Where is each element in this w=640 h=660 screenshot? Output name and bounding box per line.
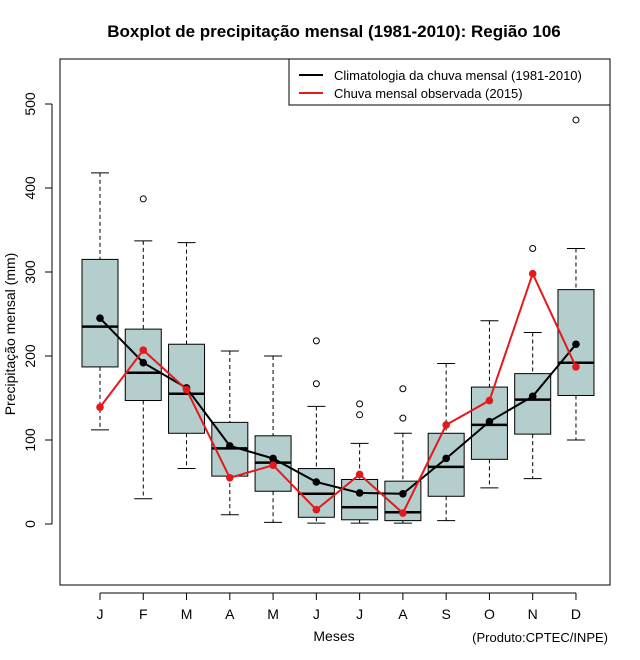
x-tick-label: N [528, 606, 538, 622]
legend-label-observed: Chuva mensal observada (2015) [334, 86, 523, 101]
climatology-point [269, 454, 277, 463]
x-tick-label: D [571, 606, 581, 622]
box-iqr [427, 432, 465, 497]
y-tick-label: 200 [22, 344, 38, 368]
climatology-point [355, 489, 364, 497]
x-tick-label: S [441, 606, 450, 622]
x-tick-label: F [139, 606, 148, 622]
climatology-point [312, 478, 321, 486]
observed-point [528, 269, 537, 278]
legend: Climatologia da chuva mensal (1981-2010)… [288, 58, 611, 106]
x-tick-label: J [313, 606, 320, 622]
x-axis-label: Meses [313, 628, 354, 644]
observed-point [312, 505, 321, 514]
observed-point [485, 396, 494, 405]
y-tick-label: 500 [22, 92, 38, 116]
x-tick-label: J [356, 606, 363, 622]
y-tick-label: 300 [22, 260, 38, 284]
observed-point [269, 461, 277, 470]
outlier-point [399, 385, 407, 393]
outlier-point [399, 414, 407, 422]
outlier-point [312, 337, 320, 345]
climatology-point [399, 489, 407, 498]
y-axis-label: Precipitação mensal (mm) [2, 253, 18, 416]
observed-point [96, 403, 104, 412]
series-lines [96, 269, 580, 517]
plot-frame [59, 58, 611, 586]
y-tick-label: 400 [22, 176, 38, 200]
climatology-point [139, 358, 148, 367]
outlier-point [139, 195, 147, 203]
credit-label: (Produto:CPTEC/INPE) [472, 630, 608, 645]
y-tick-label: 100 [22, 428, 38, 452]
observed-point [182, 385, 191, 394]
x-tick-label: O [484, 606, 495, 622]
observed-point [355, 470, 364, 479]
observed-point [226, 474, 234, 482]
outlier-point [572, 116, 580, 124]
x-tick-label: A [225, 606, 235, 622]
observed-line [99, 270, 577, 515]
climatology-point [528, 392, 537, 401]
observed-point [139, 346, 148, 354]
outlier-point [312, 380, 320, 388]
outlier-point [356, 411, 364, 419]
legend-label-climatology: Climatologia da chuva mensal (1981-2010) [334, 68, 582, 83]
climatology-point [485, 417, 494, 426]
x-tick-label: J [97, 606, 104, 622]
climatology-point [96, 314, 104, 323]
box-iqr [81, 258, 119, 368]
observed-point [572, 363, 580, 371]
legend-box [288, 58, 611, 106]
x-tick-label: A [398, 606, 408, 622]
climatology-point [226, 442, 234, 450]
observed-point [399, 509, 407, 517]
x-tick-label: M [181, 606, 193, 622]
outlier-point [356, 400, 364, 408]
x-tick-label: M [267, 606, 279, 622]
outlier-point [529, 244, 537, 252]
y-axis: 0 100 200 300 400 500 [22, 92, 53, 528]
climatology-point [572, 340, 580, 349]
observed-point [442, 421, 450, 429]
chart-title: Boxplot de precipitação mensal (1981-201… [107, 22, 561, 41]
y-tick-label: 0 [22, 520, 38, 528]
climatology-point [442, 454, 450, 463]
